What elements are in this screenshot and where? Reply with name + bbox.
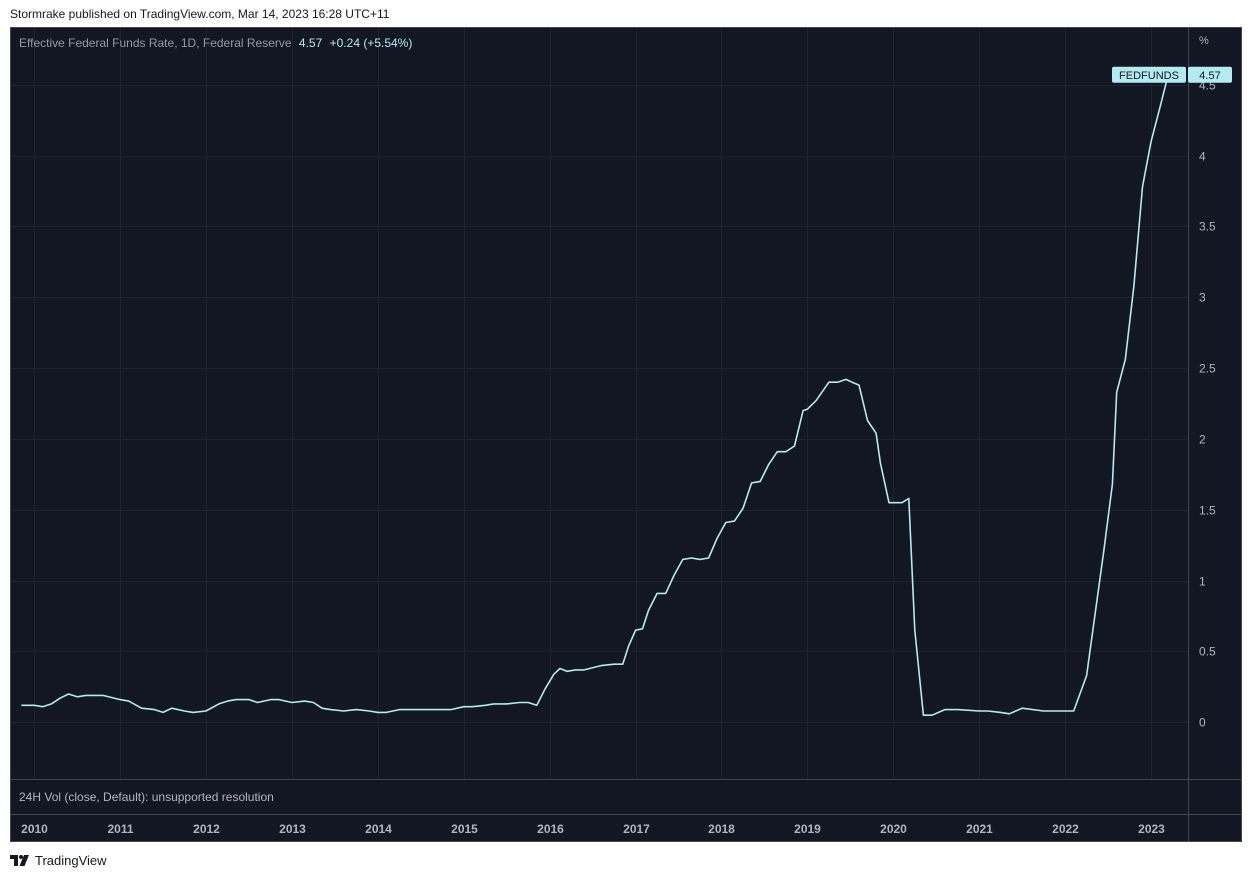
- x-tick-label: 2012: [193, 822, 220, 836]
- x-tick-label: 2019: [794, 822, 821, 836]
- volume-pane-label: 24H Vol (close, Default): unsupported re…: [19, 790, 274, 804]
- x-tick-label: 2023: [1138, 822, 1165, 836]
- x-tick-label: 2015: [451, 822, 478, 836]
- x-tick-label: 2021: [966, 822, 993, 836]
- price-tag-symbol: FEDFUNDS: [1119, 70, 1179, 82]
- y-tick-label: 4: [1199, 150, 1206, 164]
- legend-value: 4.57: [298, 36, 323, 50]
- x-tick-label: 2016: [537, 822, 564, 836]
- tradingview-brand: TradingView: [35, 852, 107, 868]
- chart-legend[interactable]: Effective Federal Funds Rate, 1D, Federa…: [19, 36, 412, 50]
- grid: [11, 28, 1188, 779]
- fedfunds-series-line: [21, 74, 1169, 716]
- x-tick-label: 2020: [880, 822, 907, 836]
- legend-title: Effective Federal Funds Rate, 1D, Federa…: [19, 36, 292, 50]
- chart-frame[interactable]: 0 0.5 1 1.5 2 2.5 3 3.5 4 4.5 2010 2011 2012 2013 201…: [10, 27, 1242, 842]
- price-scale-unit: %: [1199, 35, 1209, 47]
- price-tag: FEDFUNDS 4.57: [1112, 66, 1232, 83]
- x-tick-label: 2014: [365, 822, 392, 836]
- x-tick-label: 2017: [623, 822, 650, 836]
- x-tick-label: 2010: [21, 822, 48, 836]
- publication-header: Stormrake published on TradingView.com, …: [10, 7, 390, 21]
- price-tag-value-box: [1188, 66, 1232, 83]
- y-tick-label: 0.5: [1199, 645, 1216, 659]
- tradingview-logo[interactable]: TradingView: [10, 852, 107, 868]
- x-tick-label: 2018: [708, 822, 735, 836]
- y-tick-label: 2.5: [1199, 362, 1216, 376]
- x-tick-label: 2022: [1052, 822, 1079, 836]
- x-tick-label: 2011: [107, 822, 133, 836]
- y-tick-label: 1.5: [1199, 504, 1216, 518]
- x-axis: 2010 2011 2012 2013 2014 2015 2016 2017 2018 2019…: [21, 822, 1165, 836]
- y-tick-label: 0: [1199, 716, 1206, 730]
- price-tag-symbol-box: [1112, 66, 1186, 83]
- legend-change: +0.24 (+5.54%): [329, 36, 413, 50]
- y-tick-label: 1: [1199, 575, 1206, 589]
- y-tick-label: 3: [1199, 291, 1206, 305]
- price-tag-value: 4.57: [1199, 70, 1220, 82]
- y-axis: 00.511.522.533.544.5: [1199, 79, 1216, 730]
- price-chart[interactable]: 00.511.522.533.544.5 2010 2011 2012 2013 201…: [11, 28, 1241, 841]
- y-tick-label: 2: [1199, 433, 1206, 447]
- x-tick-label: 2013: [279, 822, 306, 836]
- y-tick-label: 3.5: [1199, 220, 1216, 234]
- tradingview-logo-icon: [10, 854, 29, 866]
